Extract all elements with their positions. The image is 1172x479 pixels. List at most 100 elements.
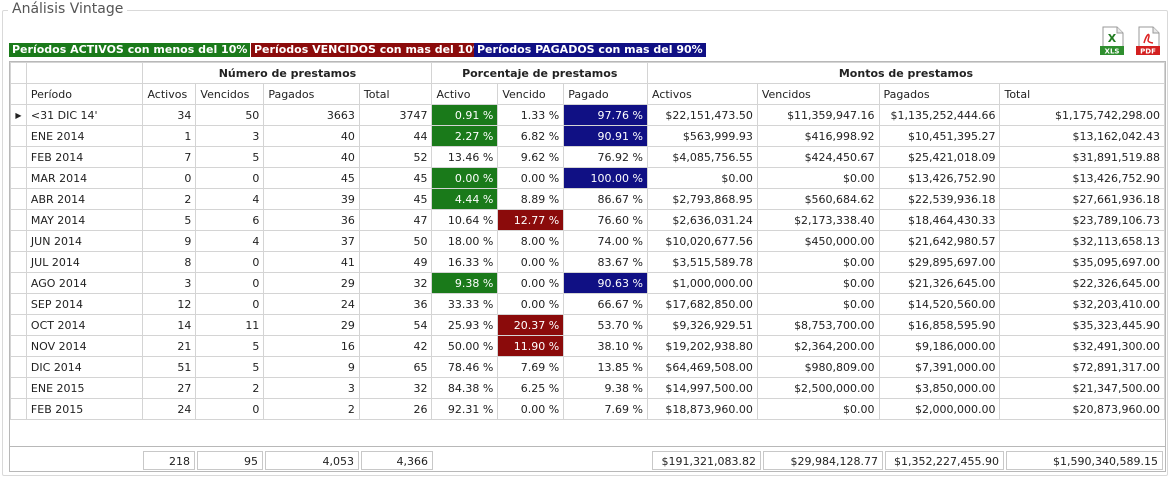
cell-pct-activo[interactable]: 92.31 % [431,398,499,420]
table-row[interactable]: ABR 2014 2 4 39 45 4.44 % 8.89 % 86.67 % $2,793,… [10,188,1165,210]
row-indicator[interactable] [10,356,27,378]
cell-pct-vencido[interactable]: 9.62 % [497,146,565,168]
cell-pct-pagado[interactable]: 90.91 % [563,125,648,147]
cell-vencidos[interactable]: 4 [195,230,265,252]
cell-monto-vencidos[interactable]: $0.00 [756,293,880,315]
cell-pct-vencido[interactable]: 0.00 % [497,272,565,294]
cell-periodo[interactable]: JUN 2014 [25,230,144,252]
cell-vencidos[interactable]: 0 [195,293,265,315]
cell-pct-pagado[interactable]: 97.76 % [563,104,648,126]
cell-vencidos[interactable]: 0 [195,398,265,420]
cell-monto-pagados[interactable]: $14,520,560.00 [878,293,1001,315]
cell-monto-vencidos[interactable]: $560,684.62 [756,188,880,210]
cell-pct-activo[interactable]: 0.91 % [431,104,499,126]
cell-monto-total[interactable]: $35,095,697.00 [999,251,1165,273]
cell-activos[interactable]: 0 [142,167,197,189]
cell-monto-total[interactable]: $72,891,317.00 [999,356,1165,378]
row-indicator[interactable] [10,167,27,189]
cell-pct-activo[interactable]: 18.00 % [431,230,499,252]
cell-vencidos[interactable]: 4 [195,188,265,210]
row-indicator[interactable] [10,146,27,168]
cell-pagados[interactable]: 36 [263,209,360,231]
table-row[interactable]: ▶ <31 DIC 14' 34 50 3663 3747 0.91 % 1.33 % 97.7… [10,104,1165,126]
cell-pct-vencido[interactable]: 8.89 % [497,188,565,210]
cell-total[interactable]: 52 [358,146,433,168]
cell-monto-vencidos[interactable]: $2,500,000.00 [756,377,880,399]
cell-total[interactable]: 32 [358,272,433,294]
cell-monto-total[interactable]: $35,323,445.90 [999,314,1165,336]
cell-periodo[interactable]: MAR 2014 [25,167,144,189]
cell-monto-total[interactable]: $20,873,960.00 [999,398,1165,420]
row-indicator[interactable] [10,188,27,210]
cell-periodo[interactable]: DIC 2014 [25,356,144,378]
cell-pct-pagado[interactable]: 83.67 % [563,251,648,273]
cell-periodo[interactable]: <31 DIC 14' [25,104,144,126]
cell-pct-vencido[interactable]: 0.00 % [497,251,565,273]
cell-periodo[interactable]: MAY 2014 [25,209,144,231]
cell-pct-activo[interactable]: 4.44 % [431,188,499,210]
cell-monto-pagados[interactable]: $16,858,595.90 [878,314,1001,336]
cell-monto-pagados[interactable]: $7,391,000.00 [878,356,1001,378]
cell-pagados[interactable]: 29 [263,314,360,336]
cell-vencidos[interactable]: 3 [195,125,265,147]
cell-vencidos[interactable]: 0 [195,167,265,189]
cell-monto-pagados[interactable]: $18,464,430.33 [878,209,1001,231]
cell-periodo[interactable]: ENE 2015 [25,377,144,399]
cell-monto-total[interactable]: $13,426,752.90 [999,167,1165,189]
cell-periodo[interactable]: SEP 2014 [25,293,144,315]
cell-pct-pagado[interactable]: 7.69 % [563,398,648,420]
cell-monto-activos[interactable]: $563,999.93 [646,125,758,147]
cell-pct-vencido[interactable]: 0.00 % [497,398,565,420]
cell-pagados[interactable]: 41 [263,251,360,273]
cell-activos[interactable]: 24 [142,398,197,420]
cell-monto-pagados[interactable]: $13,426,752.90 [878,167,1001,189]
col-header-vencidos[interactable]: Vencidos [195,83,265,105]
cell-monto-vencidos[interactable]: $424,450.67 [756,146,880,168]
row-indicator[interactable] [10,377,27,399]
cell-pct-activo[interactable]: 84.38 % [431,377,499,399]
cell-pct-vencido[interactable]: 0.00 % [497,167,565,189]
export-xls-button[interactable]: X XLS [1100,26,1126,56]
cell-monto-pagados[interactable]: $22,539,936.18 [878,188,1001,210]
cell-pct-pagado[interactable]: 86.67 % [563,188,648,210]
cell-pct-activo[interactable]: 33.33 % [431,293,499,315]
cell-pct-activo[interactable]: 9.38 % [431,272,499,294]
cell-monto-pagados[interactable]: $21,642,980.57 [878,230,1001,252]
cell-vencidos[interactable]: 2 [195,377,265,399]
cell-pagados[interactable]: 24 [263,293,360,315]
cell-monto-activos[interactable]: $9,326,929.51 [646,314,758,336]
cell-monto-vencidos[interactable]: $0.00 [756,272,880,294]
cell-pct-pagado[interactable]: 13.85 % [563,356,648,378]
table-row[interactable]: OCT 2014 14 11 29 54 25.93 % 20.37 % 53.70 % $9,… [10,314,1165,336]
cell-pagados[interactable]: 29 [263,272,360,294]
table-row[interactable]: MAY 2014 5 6 36 47 10.64 % 12.77 % 76.60 % $2,63… [10,209,1165,231]
row-indicator[interactable] [10,209,27,231]
cell-monto-pagados[interactable]: $2,000,000.00 [878,398,1001,420]
cell-pct-pagado[interactable]: 90.63 % [563,272,648,294]
row-indicator[interactable] [10,398,27,420]
cell-pct-pagado[interactable]: 100.00 % [563,167,648,189]
cell-pct-activo[interactable]: 0.00 % [431,167,499,189]
cell-total[interactable]: 42 [358,335,433,357]
cell-total[interactable]: 45 [358,188,433,210]
cell-monto-total[interactable]: $21,347,500.00 [999,377,1165,399]
table-row[interactable]: SEP 2014 12 0 24 36 33.33 % 0.00 % 66.67 % $17,6… [10,293,1165,315]
table-row[interactable]: FEB 2015 24 0 2 26 92.31 % 0.00 % 7.69 % $18,873… [10,398,1165,420]
cell-pagados[interactable]: 39 [263,188,360,210]
table-row[interactable]: ENE 2014 1 3 40 44 2.27 % 6.82 % 90.91 % $563,99… [10,125,1165,147]
table-row[interactable]: MAR 2014 0 0 45 45 0.00 % 0.00 % 100.00 % $0.00 $… [10,167,1165,189]
col-header-pct-vencido[interactable]: Vencido [497,83,565,105]
row-indicator[interactable] [10,125,27,147]
cell-periodo[interactable]: OCT 2014 [25,314,144,336]
cell-pct-vencido[interactable]: 11.90 % [497,335,565,357]
cell-pct-pagado[interactable]: 53.70 % [563,314,648,336]
cell-monto-total[interactable]: $31,891,519.88 [999,146,1165,168]
cell-total[interactable]: 54 [358,314,433,336]
cell-monto-activos[interactable]: $3,515,589.78 [646,251,758,273]
col-header-monto-total[interactable]: Total [999,83,1165,105]
cell-activos[interactable]: 3 [142,272,197,294]
cell-monto-total[interactable]: $27,661,936.18 [999,188,1165,210]
col-header-monto-pagados[interactable]: Pagados [878,83,1001,105]
cell-pct-vencido[interactable]: 6.25 % [497,377,565,399]
cell-pagados[interactable]: 2 [263,398,360,420]
